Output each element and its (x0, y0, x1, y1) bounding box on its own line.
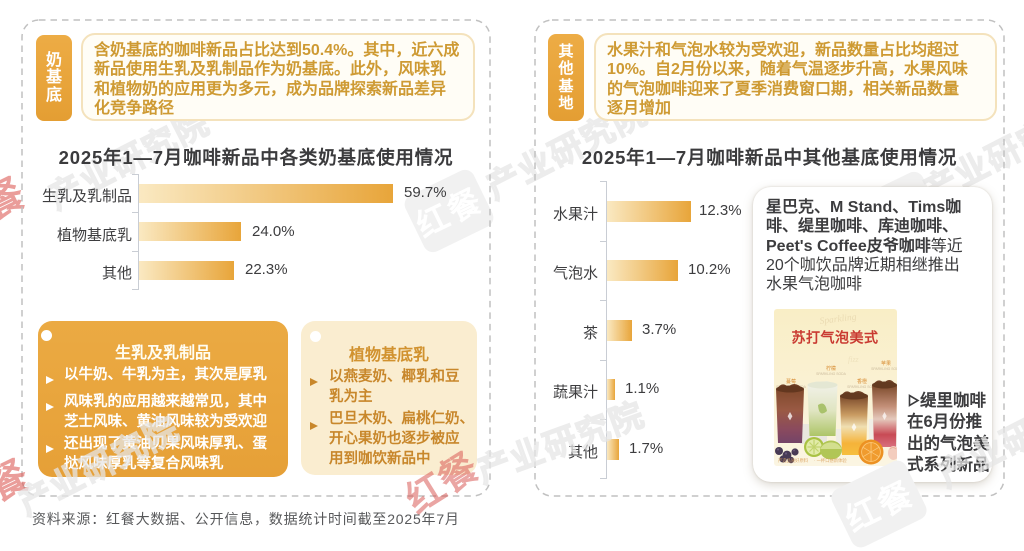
svg-text:fizz: fizz (848, 355, 860, 364)
svg-text:· 一杯口感新体验: · 一杯口感新体验 (814, 457, 847, 464)
svg-text:SPARKLING SODA: SPARKLING SODA (847, 385, 877, 389)
svg-text:SPARKLING SODA: SPARKLING SODA (816, 372, 846, 376)
svg-text:柠檬: 柠檬 (826, 365, 836, 372)
svg-text:Sparkling: Sparkling (819, 313, 857, 327)
svg-text:严选品质好原料: 严选品质好原料 (778, 457, 809, 464)
svg-text:蔓莓: 蔓莓 (786, 378, 796, 385)
svg-text:SPARKLING SODA: SPARKLING SODA (871, 367, 897, 371)
svg-text:苏打气泡美式: 苏打气泡美式 (792, 330, 879, 346)
svg-text:香橙: 香橙 (857, 378, 867, 385)
svg-text:苹果: 苹果 (881, 360, 891, 367)
